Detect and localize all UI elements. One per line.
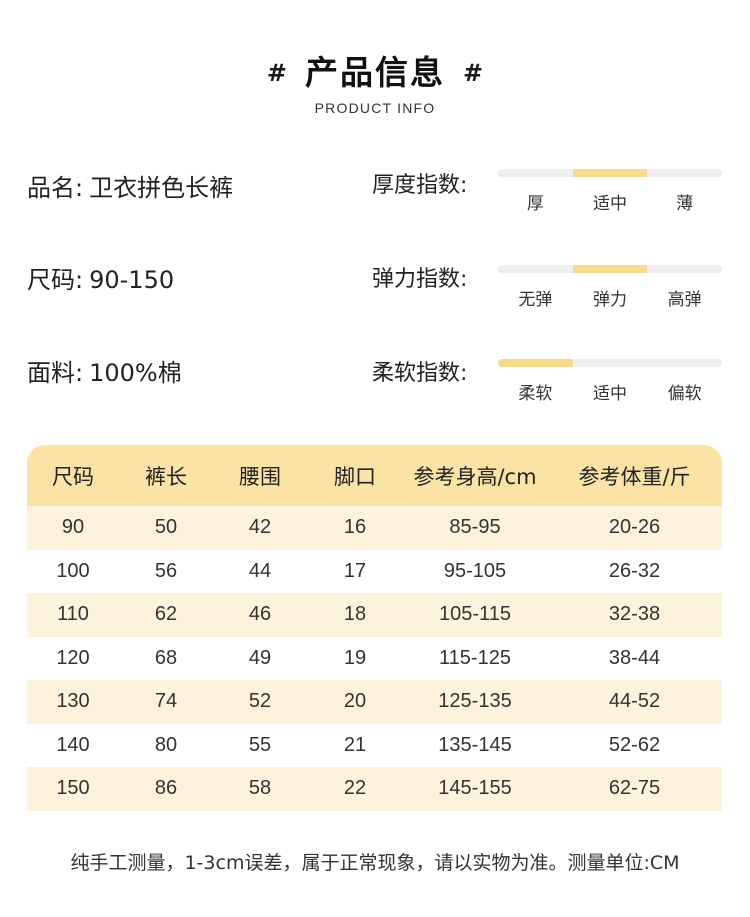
header-height: 参考身高/cm bbox=[413, 464, 537, 489]
table-cell: 50 bbox=[154, 516, 178, 539]
spec-label: 面料: bbox=[27, 359, 84, 387]
table-cell: 130 bbox=[56, 690, 90, 713]
table-cell: 17 bbox=[343, 559, 367, 582]
table-cell: 42 bbox=[248, 516, 272, 539]
page-title: 产品信息 bbox=[305, 53, 445, 92]
table-cell: 18 bbox=[343, 603, 367, 626]
header-length: 裤长 bbox=[145, 464, 187, 489]
softness-index-label: 柔软指数: bbox=[372, 361, 468, 386]
table-cell: 125-135 bbox=[438, 690, 512, 713]
table-row: 120 68 49 19 115-125 38-44 bbox=[27, 636, 722, 680]
softness-index-options: 柔软 适中 偏软 bbox=[498, 379, 722, 404]
measurement-footnote: 纯手工测量，1-3cm误差，属于正常现象，请以实物为准。测量单位:CM bbox=[70, 852, 680, 874]
spec-value: 卫衣拼色长裤 bbox=[89, 174, 234, 202]
table-cell: 86 bbox=[154, 777, 178, 800]
table-cell: 145-155 bbox=[438, 777, 512, 800]
table-row: 90 50 42 16 85-95 20-26 bbox=[27, 506, 722, 550]
option-no-stretch: 无弹 bbox=[518, 290, 553, 310]
table-cell: 90 bbox=[61, 516, 85, 539]
softness-index-bar bbox=[498, 359, 722, 367]
table-cell: 52-62 bbox=[608, 733, 661, 756]
table-cell: 49 bbox=[248, 646, 272, 669]
table-cell: 22 bbox=[343, 777, 367, 800]
option-medium: 适中 bbox=[593, 384, 627, 404]
table-cell: 74 bbox=[154, 690, 178, 713]
spec-product-name: 品名: 卫衣拼色长裤 bbox=[27, 168, 233, 203]
table-cell: 68 bbox=[154, 646, 178, 669]
elasticity-index-label: 弹力指数: bbox=[372, 267, 468, 292]
elasticity-index-bar bbox=[498, 265, 722, 273]
table-cell: 38-44 bbox=[608, 646, 661, 669]
table-cell: 55 bbox=[248, 733, 272, 756]
table-cell: 95-105 bbox=[443, 559, 507, 582]
table-cell: 115-125 bbox=[439, 646, 511, 669]
table-cell: 32-38 bbox=[608, 603, 661, 626]
thickness-index-bar bbox=[498, 169, 722, 177]
table-cell: 26-32 bbox=[608, 559, 661, 582]
elasticity-index-fill bbox=[572, 265, 648, 273]
table-cell: 20-26 bbox=[608, 516, 661, 539]
table-cell: 105-115 bbox=[439, 603, 511, 626]
table-cell: 80 bbox=[154, 733, 178, 756]
table-cell: 110 bbox=[57, 603, 89, 626]
table-cell: 46 bbox=[248, 603, 272, 626]
spec-value: 100%棉 bbox=[89, 359, 182, 387]
table-cell: 21 bbox=[343, 733, 367, 756]
spec-size: 尺码: 90-150 bbox=[27, 260, 174, 295]
option-thick: 厚 bbox=[526, 194, 544, 214]
table-cell: 44 bbox=[248, 559, 272, 582]
table-row: 100 56 44 17 95-105 26-32 bbox=[27, 549, 722, 593]
hash-right: # bbox=[463, 59, 484, 87]
table-cell: 16 bbox=[343, 516, 367, 539]
size-table-header: 尺码 裤长 腰围 脚口 参考身高/cm 参考体重/斤 bbox=[27, 445, 722, 506]
option-medium: 适中 bbox=[593, 194, 627, 214]
table-cell: 62-75 bbox=[608, 777, 661, 800]
table-row: 130 74 52 20 125-135 44-52 bbox=[27, 680, 722, 724]
softness-index-fill bbox=[498, 359, 573, 367]
title-row: # 产品信息 # bbox=[0, 46, 750, 94]
hash-left: # bbox=[266, 59, 287, 87]
thickness-index-options: 厚 适中 薄 bbox=[498, 189, 722, 214]
table-cell: 19 bbox=[343, 646, 367, 669]
option-stretch: 弹力 bbox=[593, 290, 627, 310]
table-cell: 62 bbox=[154, 603, 178, 626]
thickness-index-fill bbox=[572, 169, 648, 177]
option-soft: 柔软 bbox=[518, 384, 553, 404]
table-cell: 44-52 bbox=[608, 690, 661, 713]
size-table-body: 90 50 42 16 85-95 20-26 100 56 44 17 95-105 26-32 11… bbox=[27, 506, 722, 811]
spec-label: 品名: bbox=[27, 174, 84, 202]
table-cell: 140 bbox=[56, 733, 90, 756]
header-hem: 脚口 bbox=[334, 464, 376, 489]
table-cell: 52 bbox=[248, 690, 272, 713]
table-cell: 150 bbox=[56, 777, 90, 800]
table-cell: 58 bbox=[248, 777, 272, 800]
size-table: 尺码 裤长 腰围 脚口 参考身高/cm 参考体重/斤 90 50 42 16 85-95… bbox=[27, 445, 722, 811]
spec-value: 90-150 bbox=[89, 266, 175, 294]
table-row: 150 86 58 22 145-155 62-75 bbox=[27, 767, 722, 811]
header-size: 尺码 bbox=[52, 464, 94, 489]
spec-label: 尺码: bbox=[27, 266, 84, 294]
thickness-index-label: 厚度指数: bbox=[372, 173, 468, 198]
spec-fabric: 面料: 100%棉 bbox=[27, 353, 182, 388]
table-row: 140 80 55 21 135-145 52-62 bbox=[27, 723, 722, 767]
table-cell: 120 bbox=[56, 646, 90, 669]
table-cell: 100 bbox=[56, 559, 90, 582]
header-weight: 参考体重/斤 bbox=[578, 464, 691, 489]
product-info-header: # 产品信息 # PRODUCT INFO bbox=[0, 46, 750, 116]
page-subtitle: PRODUCT INFO bbox=[314, 100, 436, 116]
option-softish: 偏软 bbox=[667, 384, 702, 404]
option-thin: 薄 bbox=[676, 194, 694, 214]
table-cell: 135-145 bbox=[438, 733, 512, 756]
table-cell: 56 bbox=[154, 559, 178, 582]
table-cell: 20 bbox=[343, 690, 367, 713]
elasticity-index-options: 无弹 弹力 高弹 bbox=[498, 285, 722, 310]
option-high-stretch: 高弹 bbox=[667, 290, 702, 310]
table-cell: 85-95 bbox=[449, 516, 501, 539]
header-waist: 腰围 bbox=[239, 464, 281, 489]
table-row: 110 62 46 18 105-115 32-38 bbox=[27, 593, 722, 637]
